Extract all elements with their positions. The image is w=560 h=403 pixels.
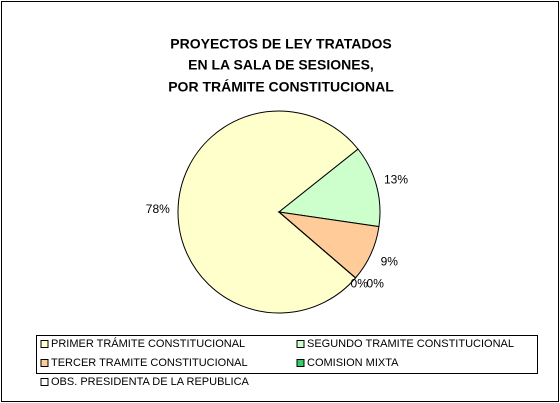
legend-label: OBS. PRESIDENTA DE LA REPUBLICA — [51, 376, 250, 388]
data-label: 78% — [146, 202, 170, 216]
chart-title: POR TRÁMITE CONSTITUCIONAL — [168, 79, 394, 95]
legend-label: PRIMER TRÁMITE CONSTITUCIONAL — [51, 337, 245, 350]
legend-swatch — [40, 378, 49, 386]
data-label: 0% — [367, 277, 385, 291]
chart-title: PROYECTOS DE LEY TRATADOS — [170, 36, 391, 52]
legend-label: TERCER TRAMITE CONSTITUCIONAL — [51, 357, 248, 369]
pie-slice — [177, 110, 359, 314]
legend-swatch — [40, 340, 49, 348]
pie-slice — [277, 211, 380, 279]
legend-swatch — [40, 359, 49, 367]
pie-slice — [277, 148, 381, 228]
legend-box — [36, 335, 538, 374]
data-label: 13% — [384, 173, 408, 187]
legend-swatch — [296, 359, 305, 367]
legend-label: SEGUNDO TRAMITE CONSTITUCIONAL — [307, 338, 514, 350]
data-label: 0% — [351, 277, 369, 291]
data-label: 9% — [381, 254, 399, 268]
legend-label: COMISION MIXTA — [307, 357, 399, 369]
chart-title: EN LA SALA DE SESIONES, — [188, 57, 374, 73]
legend-swatch — [296, 340, 305, 348]
